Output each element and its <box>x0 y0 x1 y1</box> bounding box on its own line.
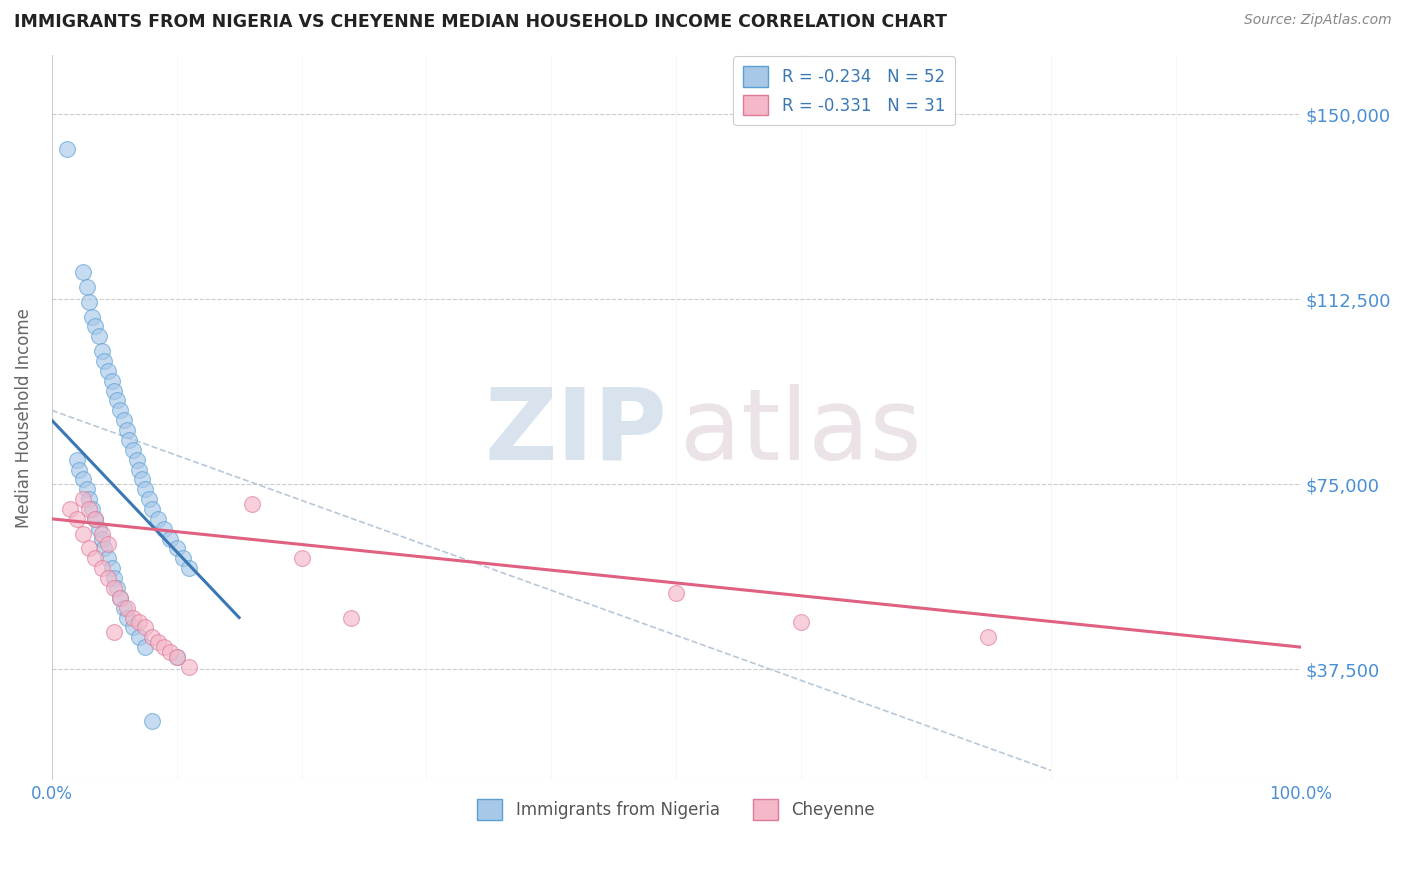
Point <box>80 310 103 324</box>
Point <box>66 512 89 526</box>
Point <box>112 600 135 615</box>
Point <box>105 581 128 595</box>
Point <box>93 354 115 368</box>
Point <box>166 650 188 665</box>
Text: Source: ZipAtlas.com: Source: ZipAtlas.com <box>1244 13 1392 28</box>
Point <box>59 502 82 516</box>
Point <box>72 472 94 486</box>
Point <box>100 561 122 575</box>
Point <box>131 472 153 486</box>
Text: ZIP: ZIP <box>485 384 668 481</box>
Point <box>665 586 688 600</box>
Point <box>179 660 201 674</box>
Point <box>159 532 181 546</box>
Point <box>122 442 145 457</box>
Point <box>77 294 100 309</box>
Point <box>89 329 111 343</box>
Point <box>90 532 112 546</box>
Point <box>84 551 107 566</box>
Point <box>166 541 188 556</box>
Point <box>97 571 120 585</box>
Point <box>97 536 120 550</box>
Point <box>340 610 363 624</box>
Point <box>110 591 132 605</box>
Point <box>55 142 77 156</box>
Point <box>146 512 169 526</box>
Point <box>134 620 156 634</box>
Point <box>76 482 98 496</box>
Point <box>240 497 263 511</box>
Point <box>153 640 176 654</box>
Point <box>128 630 150 644</box>
Point <box>84 319 107 334</box>
Text: atlas: atlas <box>681 384 922 481</box>
Point <box>172 551 194 566</box>
Point <box>103 581 125 595</box>
Point <box>97 364 120 378</box>
Point <box>84 512 107 526</box>
Point <box>138 492 160 507</box>
Point <box>115 423 138 437</box>
Point <box>122 620 145 634</box>
Point <box>118 433 141 447</box>
Point <box>112 413 135 427</box>
Point <box>159 645 181 659</box>
Point <box>93 541 115 556</box>
Point <box>141 630 163 644</box>
Point <box>134 640 156 654</box>
Point <box>103 384 125 398</box>
Point <box>77 502 100 516</box>
Text: IMMIGRANTS FROM NIGERIA VS CHEYENNE MEDIAN HOUSEHOLD INCOME CORRELATION CHART: IMMIGRANTS FROM NIGERIA VS CHEYENNE MEDI… <box>14 13 948 31</box>
Point <box>110 403 132 417</box>
Point <box>97 551 120 566</box>
Point <box>122 610 145 624</box>
Point <box>166 650 188 665</box>
Point <box>141 714 163 728</box>
Point <box>76 280 98 294</box>
Point <box>80 502 103 516</box>
Point <box>179 561 201 575</box>
Point <box>90 526 112 541</box>
Point <box>72 526 94 541</box>
Point <box>115 610 138 624</box>
Point <box>103 625 125 640</box>
Point <box>153 522 176 536</box>
Point <box>790 615 813 630</box>
Point <box>110 591 132 605</box>
Point <box>125 452 148 467</box>
Point <box>290 551 312 566</box>
Point <box>128 615 150 630</box>
Point <box>67 462 90 476</box>
Point <box>89 522 111 536</box>
Point <box>115 600 138 615</box>
Point <box>100 374 122 388</box>
Point <box>72 492 94 507</box>
Point <box>90 344 112 359</box>
Point <box>146 635 169 649</box>
Point <box>72 265 94 279</box>
Point <box>77 492 100 507</box>
Point <box>66 452 89 467</box>
Point <box>128 462 150 476</box>
Point <box>77 541 100 556</box>
Point <box>105 393 128 408</box>
Point <box>977 630 1000 644</box>
Point <box>141 502 163 516</box>
Point <box>134 482 156 496</box>
Point <box>90 561 112 575</box>
Point <box>84 512 107 526</box>
Point <box>103 571 125 585</box>
Legend: Immigrants from Nigeria, Cheyenne: Immigrants from Nigeria, Cheyenne <box>471 793 882 826</box>
Y-axis label: Median Household Income: Median Household Income <box>15 308 32 528</box>
